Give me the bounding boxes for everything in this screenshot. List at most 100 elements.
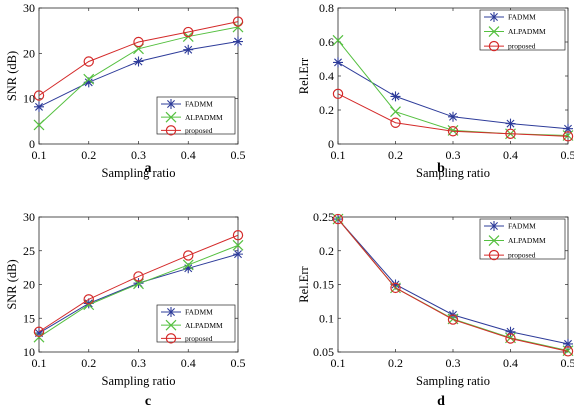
x-tick-label: 0.3 (446, 148, 461, 162)
y-tick-label: 15 (23, 311, 35, 325)
data-point (34, 101, 44, 112)
y-tick-label: 0.8 (319, 1, 334, 15)
x-tick-label: 0.4 (181, 356, 196, 370)
legend: FADMM ALPADMM proposed (156, 96, 236, 136)
legend-entry: ALPADMM (161, 111, 223, 123)
data-point (183, 250, 194, 261)
y-tick-label: 0 (328, 137, 334, 151)
data-point (447, 126, 459, 137)
data-point (505, 333, 516, 344)
data-point (232, 230, 244, 241)
series-line (337, 218, 569, 352)
legend-marker (488, 26, 500, 37)
data-point (83, 294, 94, 305)
x-tick-label: 0.4 (503, 356, 518, 370)
data-point (233, 36, 243, 47)
y-tick-label: 0.25 (313, 210, 334, 224)
legend-entry: FADMM (484, 221, 536, 231)
y-tick-label: 0 (29, 137, 35, 151)
data-point (232, 21, 244, 33)
legend-marker (488, 249, 500, 261)
legend: FADMM ALPADMM proposed (479, 9, 566, 52)
x-tick-label: 0.3 (131, 356, 146, 370)
y-tick-label: 0.2 (319, 103, 334, 117)
legend-marker (166, 307, 176, 317)
data-point (33, 331, 45, 343)
x-tick-label: 0.4 (181, 148, 196, 162)
x-tick-label: 0.1 (32, 356, 47, 370)
series-proposed (332, 88, 574, 142)
legend-label: proposed (508, 42, 536, 51)
series-alpadmm (33, 239, 244, 343)
legend-marker (166, 99, 176, 109)
x-tick-label: 0.1 (32, 148, 47, 162)
data-point (562, 130, 574, 141)
data-point (83, 73, 95, 85)
y-axis-label: SNR (dB) (5, 259, 19, 309)
x-tick-label: 0.2 (388, 148, 403, 162)
y-tick-label: 10 (23, 345, 35, 359)
legend-entry: proposed (484, 40, 536, 52)
legend-marker (165, 111, 177, 123)
data-point (447, 124, 459, 136)
x-tick-label: 0.3 (131, 148, 146, 162)
data-point (333, 57, 343, 68)
y-tick-label: 25 (23, 244, 35, 258)
y-tick-label: 0.15 (313, 278, 334, 292)
data-point (183, 26, 194, 38)
legend-label: proposed (185, 334, 213, 343)
data-point (182, 259, 194, 271)
y-axis-label: Rel.Err (297, 57, 311, 94)
data-point (183, 263, 194, 274)
legend: FADMM ALPADMM proposed (479, 218, 566, 261)
legend-marker (489, 12, 499, 22)
legend-label: ALPADMM (508, 27, 546, 36)
data-point (233, 249, 243, 260)
legend-entry: proposed (484, 249, 536, 261)
x-axis-label: Sampling ratio (416, 374, 490, 388)
y-axis-label: Rel.Err (297, 265, 311, 302)
legend-marker (165, 333, 177, 344)
chart-panel-a: 0.1 0.2 0.3 0.4 0.5 0 10 20 30 Sampling ratio SNR … (5, 1, 246, 180)
legend-entry: FADMM (161, 307, 213, 317)
x-axis-label: Sampling ratio (102, 166, 176, 180)
series-fadmm (34, 36, 243, 112)
y-tick-label: 0.05 (313, 345, 334, 359)
series-proposed (33, 16, 244, 101)
x-tick-label: 0.2 (81, 148, 96, 162)
legend-marker (165, 125, 177, 136)
data-point (390, 106, 401, 118)
series-fadmm (333, 57, 573, 134)
panel-letter: d (437, 394, 445, 409)
legend-label: ALPADMM (508, 236, 546, 245)
y-tick-label: 30 (23, 1, 35, 15)
x-tick-label: 0.4 (503, 148, 518, 162)
data-point (83, 77, 94, 88)
data-point (332, 34, 344, 46)
legend-entry: ALPADMM (161, 319, 223, 331)
y-tick-label: 20 (23, 46, 35, 60)
series-proposed (33, 230, 244, 337)
series-alpadmm (33, 21, 244, 131)
data-point (505, 326, 516, 337)
data-point (390, 117, 401, 128)
y-tick-label: 10 (23, 92, 35, 106)
x-tick-label: 0.1 (331, 148, 346, 162)
y-tick-label: 0.2 (319, 244, 334, 258)
data-point (563, 123, 573, 134)
legend-entry: ALPADMM (484, 26, 546, 37)
chart-panel-d: 0.1 0.2 0.3 0.4 0.50.050.10.150.20.25Samplin… (297, 210, 574, 409)
data-point (390, 91, 401, 102)
legend-entry: FADMM (484, 12, 536, 22)
x-tick-label: 0.5 (231, 148, 246, 162)
legend-marker (488, 40, 500, 52)
data-point (232, 239, 244, 251)
x-tick-label: 0.1 (331, 356, 346, 370)
legend: FADMM ALPADMM proposed (156, 304, 236, 344)
y-tick-label: 0.1 (319, 311, 334, 325)
data-point (505, 128, 516, 139)
data-point (133, 36, 144, 48)
y-tick-label: 0.6 (319, 35, 334, 49)
legend-marker (165, 319, 177, 331)
